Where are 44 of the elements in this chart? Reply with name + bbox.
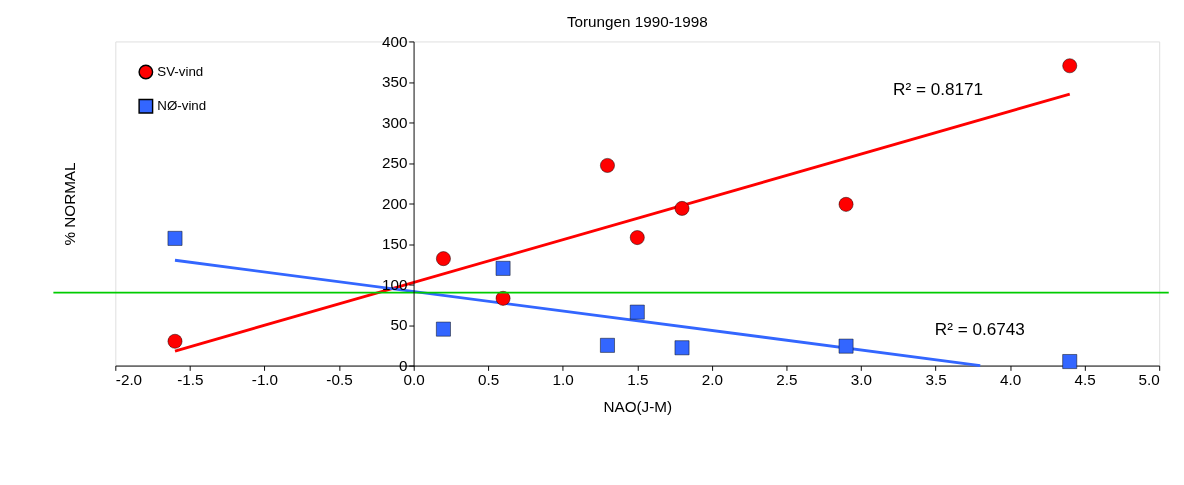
- point: [495, 261, 511, 276]
- y-tick-label: 150: [381, 235, 408, 253]
- y-tick-label: 400: [381, 32, 408, 50]
- x-tick-label: 2.0: [701, 371, 723, 389]
- chart-title: Torungen 1990-1998: [566, 13, 708, 31]
- y-tick-label: 250: [381, 154, 408, 172]
- point: [167, 333, 183, 349]
- point: [436, 321, 451, 337]
- point: [838, 338, 854, 354]
- point: [1062, 58, 1078, 74]
- point: [600, 158, 615, 173]
- x-tick-label: 1.0: [552, 371, 574, 389]
- x-tick-label: 1.5: [627, 371, 649, 389]
- point: [674, 340, 690, 356]
- point: [629, 230, 645, 245]
- legend-label: NØ-vind: [157, 98, 207, 114]
- x-tick-label: 5.0: [1138, 371, 1160, 389]
- x-tick-label: 0.0: [403, 371, 425, 389]
- x-tick-label: 3.0: [850, 371, 873, 389]
- x-axis-title: NAO(J-M): [603, 397, 673, 415]
- x-tick-label: 4.0: [999, 371, 1022, 389]
- x-tick-label: 3.5: [925, 371, 947, 389]
- point: [600, 338, 615, 353]
- y-tick-label: 300: [381, 113, 408, 131]
- point: [167, 231, 183, 246]
- y-axis-title: % NORMAL: [60, 162, 78, 246]
- y-tick-label: 200: [381, 194, 408, 212]
- point: [436, 251, 451, 266]
- point: [674, 201, 690, 216]
- legend-label: SV-vind: [157, 63, 204, 79]
- annotation: R² = 0.8171: [893, 78, 984, 99]
- point: [629, 304, 645, 320]
- x-tick-label: -1.0: [251, 371, 279, 389]
- annotation: R² = 0.6743: [934, 318, 1025, 339]
- x-tick-label: -0.5: [326, 371, 353, 389]
- x-tick-label: 2.5: [776, 371, 798, 389]
- point: [1062, 354, 1078, 369]
- x-tick-label: -2.0: [115, 371, 143, 389]
- x-tick-label: -1.5: [177, 371, 204, 389]
- x-tick-label: 4.5: [1074, 371, 1096, 389]
- point: [838, 197, 854, 212]
- y-tick-label: 50: [390, 316, 408, 334]
- x-tick-label: 0.5: [478, 371, 500, 389]
- y-tick-label: 350: [381, 73, 408, 91]
